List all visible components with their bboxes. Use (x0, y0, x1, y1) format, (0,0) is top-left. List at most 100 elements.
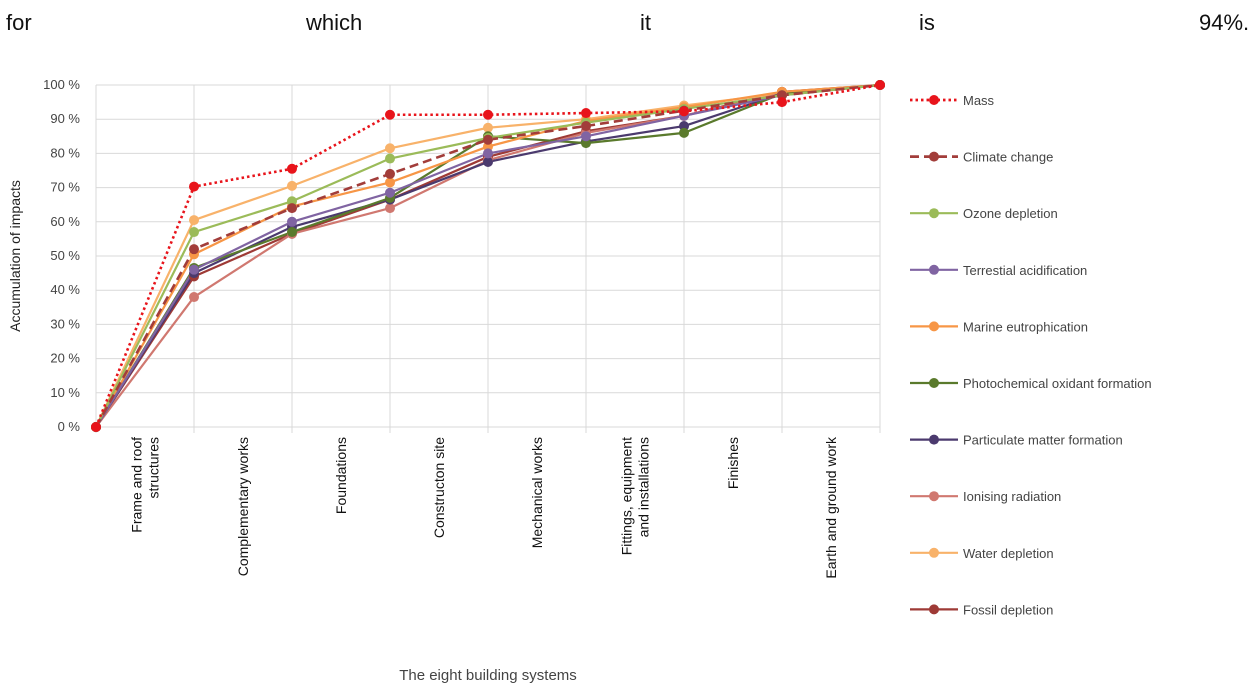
y-tick-label: 0 % (58, 419, 81, 434)
data-point (483, 141, 493, 152)
x-category-label: Earth and ground work (823, 436, 839, 579)
legend-item: Ionising radiation (910, 489, 1061, 504)
legend-item: Water depletion (910, 546, 1054, 561)
legend-marker (929, 491, 939, 502)
data-point (91, 422, 101, 432)
legend-item: Ozone depletion (910, 206, 1058, 221)
legend-marker (929, 547, 939, 558)
data-point (483, 156, 493, 167)
legend-label: Photochemical oxidant formation (963, 376, 1152, 391)
x-category-label-line: Fittings, equipment (619, 437, 635, 555)
data-point (287, 203, 297, 214)
data-point (385, 143, 395, 154)
x-category-label: Foundations (333, 437, 349, 514)
data-point (189, 292, 199, 303)
data-point (189, 244, 199, 255)
text-word: is (919, 10, 935, 35)
legend-marker (929, 378, 939, 388)
legend-label: Ozone depletion (963, 206, 1058, 221)
y-tick-label: 70 % (50, 180, 80, 195)
data-point (385, 153, 395, 164)
x-category-label: Fittings, equipment and installations (619, 437, 652, 555)
data-point (581, 131, 591, 142)
x-category-label-line: and installations (636, 437, 652, 537)
x-category-label-line: structures (146, 437, 162, 498)
y-tick-label: 100 % (43, 77, 80, 92)
data-point (581, 138, 591, 149)
x-axis-title: The eight building systems (399, 667, 577, 684)
data-point (385, 109, 395, 120)
data-point (287, 216, 297, 227)
y-axis-title: Accumulation of impacts (7, 180, 23, 332)
data-point (679, 127, 689, 138)
data-point (385, 187, 395, 198)
data-point (189, 264, 199, 275)
legend-item: Fossil depletion (910, 602, 1053, 617)
legend-label: Ionising radiation (963, 489, 1061, 504)
data-point (581, 121, 591, 132)
data-point (581, 108, 591, 119)
y-tick-label: 80 % (50, 145, 80, 160)
legend-item: Particulate matter formation (910, 433, 1123, 448)
data-point (385, 203, 395, 214)
y-tick-label: 50 % (50, 248, 80, 263)
legend-item: Mass (910, 93, 995, 108)
x-category-label-line: Constructon site (431, 437, 447, 538)
y-tick-label: 40 % (50, 282, 80, 297)
x-category-label-line: Finishes (725, 437, 741, 489)
y-tick-label: 30 % (50, 316, 80, 331)
legend-marker (929, 434, 939, 445)
legend-marker (929, 321, 939, 332)
x-category-label-line: Mechanical works (529, 437, 545, 548)
data-point (875, 80, 885, 90)
legend-label: Fossil depletion (963, 602, 1053, 617)
legend-item: Marine eutrophication (910, 319, 1088, 334)
data-point (385, 168, 395, 179)
data-point (483, 122, 493, 133)
legend-label: Mass (963, 93, 995, 108)
legend-label: Marine eutrophication (963, 319, 1088, 334)
data-point (287, 196, 297, 207)
legend-item: Photochemical oxidant formation (910, 376, 1152, 391)
legend-marker (929, 604, 939, 615)
series-line-mass (94, 83, 881, 428)
data-point (777, 97, 787, 108)
x-category-label: Frame and roof structures (129, 437, 162, 533)
legend-label: Terrestial acidification (963, 263, 1087, 278)
legend-marker (929, 208, 939, 219)
legend-label: Climate change (963, 150, 1053, 165)
legend-marker (929, 264, 939, 275)
x-category-label: Complementary works (235, 437, 251, 576)
data-point (287, 163, 297, 174)
data-point (483, 134, 493, 145)
data-point (777, 90, 787, 101)
data-point (189, 215, 199, 226)
data-point (189, 181, 199, 192)
legend-label: Particulate matter formation (963, 433, 1123, 448)
y-tick-label: 90 % (50, 111, 80, 126)
x-category-label: Constructon site (431, 437, 447, 538)
x-category-label-line: Earth and ground work (823, 436, 839, 579)
x-category-label: Mechanical works (529, 437, 545, 548)
data-point (287, 227, 297, 238)
text-word: 94%. (1199, 10, 1250, 35)
legend-item: Climate change (910, 150, 1053, 165)
x-category-label-line: Foundations (333, 437, 349, 514)
text-word: for (6, 10, 32, 35)
data-point (679, 106, 689, 117)
text-word: it (640, 10, 651, 35)
y-tick-label: 10 % (50, 385, 80, 400)
x-category-label-line: Frame and roof (129, 437, 145, 533)
body-text-line: for which it is 94%. (0, 6, 1260, 46)
legend-marker (929, 95, 939, 105)
data-point (483, 109, 493, 120)
data-point (679, 121, 689, 132)
x-category-label: Finishes (725, 437, 741, 489)
x-category-label-line: Complementary works (235, 437, 251, 576)
legend-label: Water depletion (963, 546, 1054, 561)
data-point (189, 227, 199, 238)
series-line-climate-change (94, 83, 881, 428)
text-word: which (306, 10, 363, 35)
legend-item: Terrestial acidification (910, 263, 1087, 278)
